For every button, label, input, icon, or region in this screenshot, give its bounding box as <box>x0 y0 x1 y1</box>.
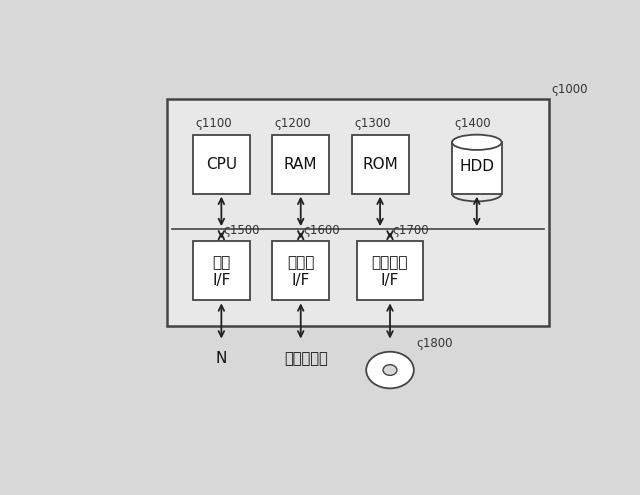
Bar <box>356 242 424 300</box>
Text: ς1700: ς1700 <box>392 224 429 237</box>
Circle shape <box>366 352 414 389</box>
Bar <box>351 135 408 194</box>
Text: メディア: メディア <box>372 255 408 270</box>
Bar <box>272 242 329 300</box>
Text: 入出力: 入出力 <box>287 255 314 270</box>
Text: ς1800: ς1800 <box>416 337 452 350</box>
Bar <box>272 135 329 194</box>
Text: 通信: 通信 <box>212 255 230 270</box>
Text: CPU: CPU <box>206 157 237 172</box>
Text: I/F: I/F <box>381 273 399 288</box>
Bar <box>193 135 250 194</box>
Text: ς1100: ς1100 <box>195 117 232 130</box>
Text: I/F: I/F <box>292 273 310 288</box>
Text: 入出力装置: 入出力装置 <box>284 351 328 366</box>
Text: RAM: RAM <box>284 157 317 172</box>
Text: ς1400: ς1400 <box>454 117 491 130</box>
Ellipse shape <box>452 135 502 150</box>
Text: ς1500: ς1500 <box>224 224 260 237</box>
Text: ROM: ROM <box>362 157 398 172</box>
Circle shape <box>383 365 397 375</box>
Text: ς1000: ς1000 <box>551 83 588 96</box>
Text: N: N <box>216 351 227 366</box>
Bar <box>193 242 250 300</box>
Text: ς1600: ς1600 <box>303 224 340 237</box>
Text: ς1200: ς1200 <box>275 117 311 130</box>
Bar <box>452 142 502 194</box>
Text: I/F: I/F <box>212 273 230 288</box>
Text: HDD: HDD <box>460 158 494 174</box>
Text: ς1300: ς1300 <box>354 117 390 130</box>
Bar <box>167 99 548 326</box>
